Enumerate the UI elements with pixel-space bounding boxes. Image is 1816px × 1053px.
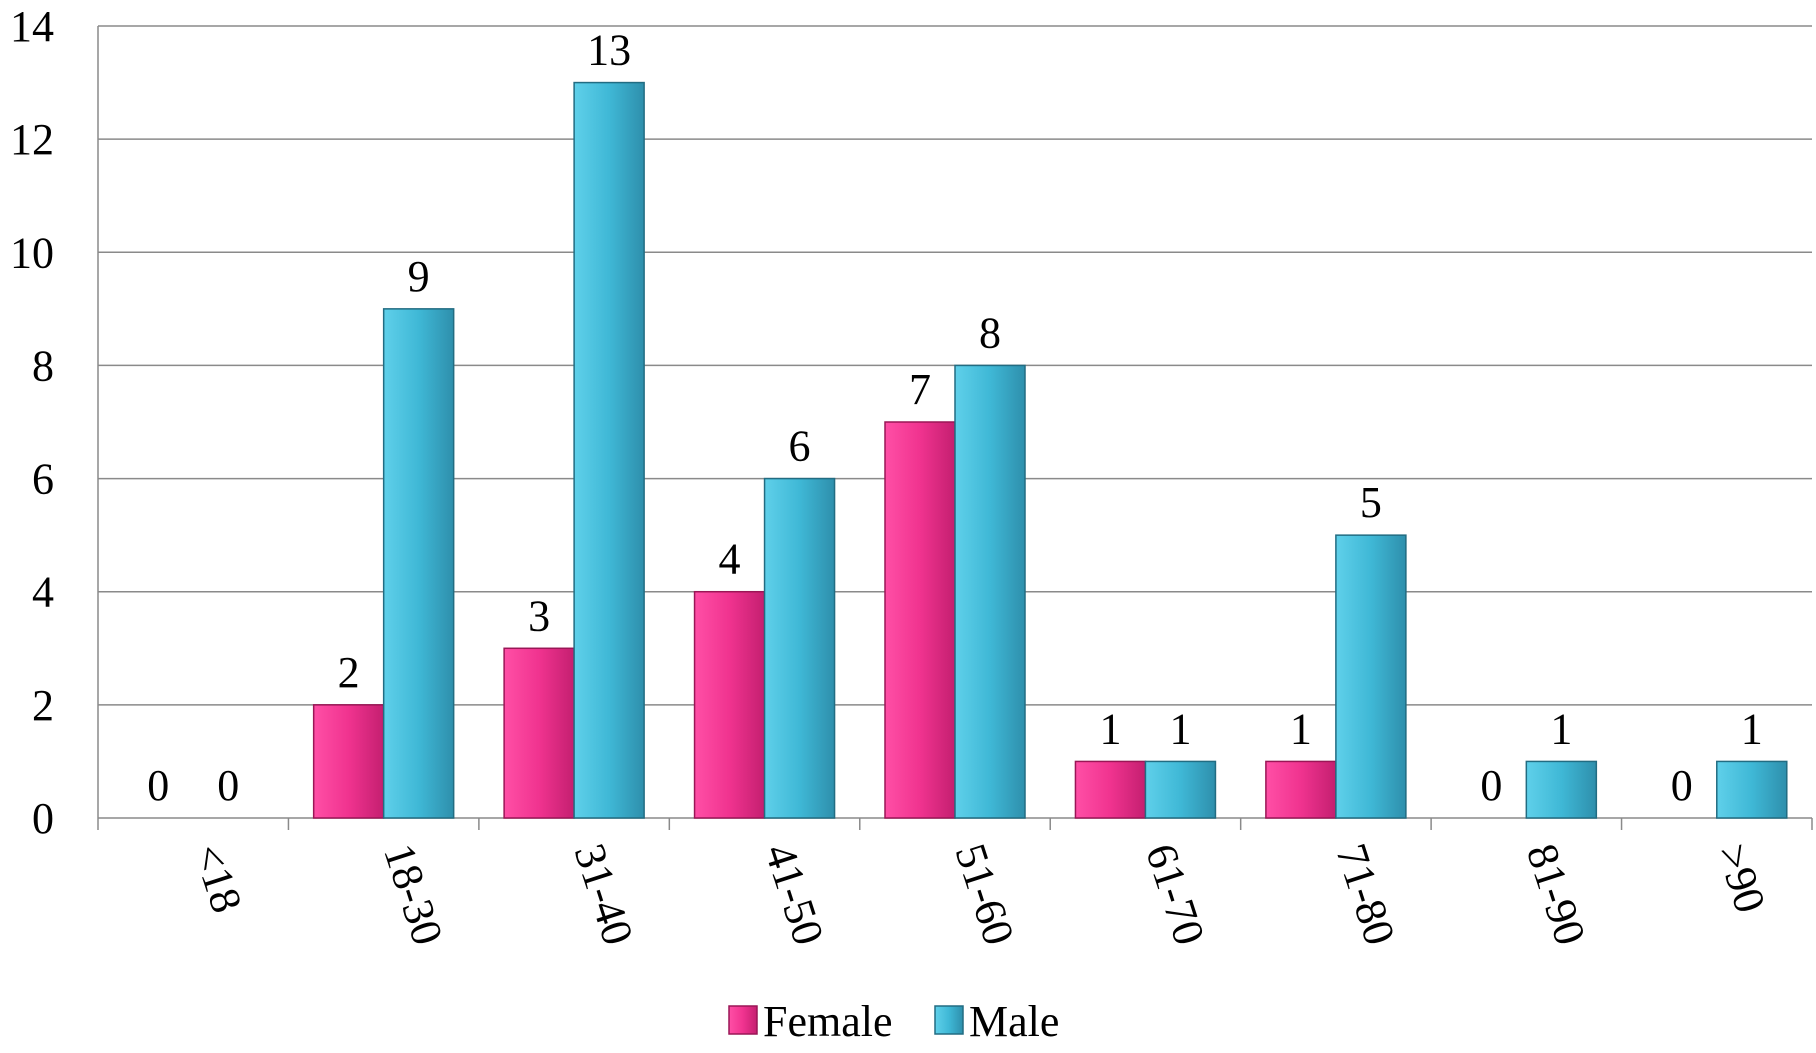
x-category-label: >90	[1707, 838, 1775, 919]
female-bar	[1074, 760, 1147, 819]
male-data-label: 8	[979, 308, 1001, 357]
female-data-label: 0	[1480, 761, 1502, 810]
female-data-label: 1	[1290, 704, 1312, 753]
x-category-label: <18	[184, 838, 252, 919]
y-tick-label: 4	[32, 568, 54, 617]
female-legend-swatch	[728, 1005, 758, 1035]
male-bar	[1716, 760, 1788, 819]
male-legend-label: Male	[969, 997, 1059, 1046]
male-data-label: 5	[1360, 478, 1382, 527]
x-category-label: 31-40	[565, 838, 643, 951]
female-data-label: 1	[1099, 704, 1121, 753]
female-data-label: 0	[147, 761, 169, 810]
male-bar	[573, 81, 645, 819]
female-data-label: 4	[719, 535, 741, 584]
x-category-label: 71-80	[1326, 838, 1404, 951]
male-data-label: 1	[1741, 704, 1763, 753]
y-tick-label: 14	[10, 2, 54, 51]
male-data-label: 9	[408, 252, 430, 301]
x-category-label: 18-30	[374, 838, 452, 951]
male-bar	[763, 477, 836, 819]
y-tick-label: 10	[10, 228, 54, 277]
female-legend-label: Female	[763, 997, 893, 1046]
x-category-label: 41-50	[755, 838, 833, 951]
male-bar	[382, 308, 455, 819]
female-bar	[884, 421, 956, 819]
female-data-label: 2	[338, 648, 360, 697]
male-data-label: 6	[789, 422, 811, 471]
female-bar	[503, 647, 575, 819]
female-bar	[312, 704, 385, 819]
bars	[312, 81, 1788, 819]
legend: Female Male	[728, 997, 1059, 1046]
y-tick-label: 12	[10, 115, 54, 164]
male-data-label: 0	[217, 761, 239, 810]
y-tick-label: 0	[32, 794, 54, 843]
female-bar	[693, 590, 766, 819]
female-data-label: 7	[909, 365, 931, 414]
male-bar	[1335, 534, 1407, 819]
x-category-label: 81-90	[1517, 838, 1595, 951]
x-category-label: 61-70	[1136, 838, 1214, 951]
male-data-label: 13	[587, 26, 631, 75]
male-bar	[1144, 760, 1217, 819]
male-data-label: 1	[1550, 704, 1572, 753]
y-tick-label: 6	[32, 455, 54, 504]
male-bar	[1525, 760, 1598, 819]
y-tick-label: 8	[32, 341, 54, 390]
female-bar	[1265, 760, 1337, 819]
male-legend-swatch	[934, 1005, 964, 1035]
x-category-label: 51-60	[945, 838, 1023, 951]
female-data-label: 3	[528, 591, 550, 640]
y-tick-label: 2	[32, 681, 54, 730]
female-data-label: 0	[1671, 761, 1693, 810]
male-data-label: 1	[1169, 704, 1191, 753]
male-bar	[954, 364, 1026, 819]
